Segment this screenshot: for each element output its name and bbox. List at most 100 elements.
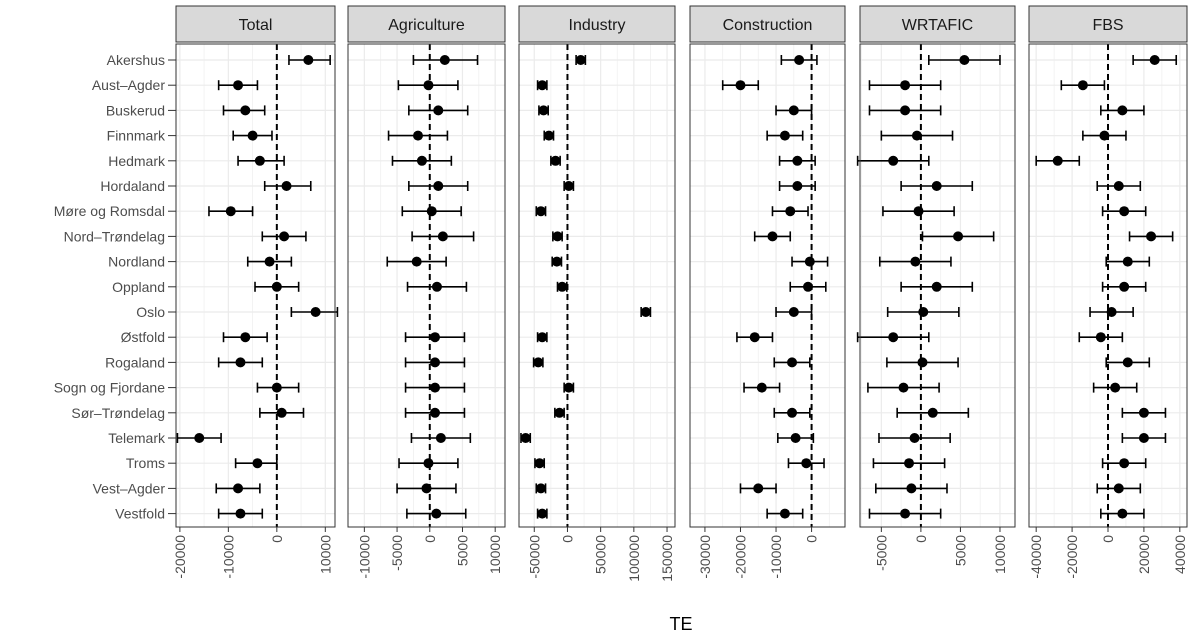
point-construction-hedmark — [792, 155, 803, 166]
x-tick-label-fbs: 20000 — [1136, 535, 1152, 574]
point-fbs-rogaland — [1122, 357, 1133, 368]
point-fbs-hedmark — [1052, 155, 1063, 166]
panel-strip-construction — [689, 5, 846, 43]
point-construction-oslo — [788, 307, 799, 317]
x-tick-label-total: -20000 — [172, 535, 188, 579]
point-fbs-sogn-og-fjordane — [1110, 382, 1121, 393]
x-tick-label-wrtafic: 5000 — [952, 535, 968, 566]
x-tick-label-wrtafic: 10000 — [992, 535, 1008, 574]
point-total-rogaland — [235, 357, 246, 368]
x-tick-label-construction: -10000 — [768, 535, 784, 579]
point-wrtafic-buskerud — [900, 105, 911, 116]
point-total-vestfold — [235, 508, 246, 519]
point-industry-telemark — [520, 433, 531, 443]
point-fbs-buskerud — [1117, 105, 1128, 116]
point-agriculture-hordaland — [433, 181, 444, 191]
point-industry-oppland — [557, 281, 568, 292]
y-tick-label-nordland: Nordland — [108, 254, 165, 270]
point-construction-telemark — [790, 433, 801, 443]
y-tick-label-m-re-og-romsdal: Møre og Romsdal — [54, 203, 165, 219]
y-tick-label-troms: Troms — [126, 455, 165, 471]
y-tick-label-akershus: Akershus — [107, 52, 165, 68]
y-tick-label-hordaland: Hordaland — [100, 178, 165, 194]
panel-border-total — [175, 43, 336, 528]
y-tick-label-telemark: Telemark — [108, 430, 166, 446]
point-fbs-finnmark — [1099, 130, 1110, 141]
region-labels: Akershus Aust–Agder Buskerud Finnmark Hedmar… — [54, 52, 176, 522]
point-industry-aust-agder — [537, 80, 548, 91]
point-construction-troms — [801, 458, 812, 469]
x-tick-label-total: -10000 — [220, 535, 236, 579]
point-agriculture-telemark — [435, 433, 446, 443]
y-tick-label-vest-agder: Vest–Agder — [93, 480, 166, 496]
panel-agriculture: Agriculture -10000 -5000 0 5000 10000 — [347, 5, 506, 579]
x-tick-label-construction: -20000 — [732, 535, 748, 579]
point-wrtafic-nord-tr-ndelag — [953, 231, 964, 242]
point-agriculture-troms — [423, 458, 434, 469]
y-tick-label-oslo: Oslo — [136, 304, 165, 320]
point-industry-vest-agder — [535, 483, 546, 494]
point-construction-buskerud — [788, 105, 799, 116]
point-wrtafic-hedmark — [888, 155, 899, 166]
x-tick-label-industry: 50000 — [593, 535, 609, 574]
point-agriculture-finnmark — [412, 130, 423, 141]
y-tick-label-nord-tr-ndelag: Nord–Trøndelag — [64, 228, 165, 244]
point-total-hordaland — [281, 181, 292, 191]
point-wrtafic-telemark — [909, 433, 920, 443]
point-total-stfold — [240, 332, 251, 343]
point-agriculture-vestfold — [431, 508, 442, 519]
point-fbs-troms — [1119, 458, 1130, 469]
point-wrtafic-vestfold — [900, 508, 911, 519]
panel-title-wrtafic: WRTAFIC — [902, 17, 973, 34]
point-agriculture-sogn-og-fjordane — [430, 382, 441, 393]
point-construction-oppland — [803, 281, 814, 292]
point-agriculture-vest-agder — [421, 483, 432, 494]
x-tick-label-fbs: 40000 — [1172, 535, 1188, 574]
y-tick-label-stfold: Østfold — [121, 329, 165, 345]
x-tick-label-construction: 0 — [804, 535, 820, 543]
panel-construction: Construction -30000 -20000 -10000 0 — [689, 5, 846, 579]
panel-border-wrtafic — [859, 43, 1016, 528]
point-construction-finnmark — [779, 130, 790, 141]
x-tick-label-agriculture: 0 — [422, 535, 438, 543]
point-total-nord-tr-ndelag — [279, 231, 290, 242]
x-tick-label-total: 10000 — [317, 535, 333, 574]
point-fbs-oslo — [1106, 307, 1117, 317]
panel-strip-fbs — [1028, 5, 1188, 43]
x-tick-label-fbs: -20000 — [1064, 535, 1080, 579]
point-construction-nord-tr-ndelag — [767, 231, 778, 242]
point-total-oppland — [271, 281, 282, 292]
point-construction-sogn-og-fjordane — [756, 382, 767, 393]
point-wrtafic-nordland — [910, 256, 921, 267]
panel-border-industry — [518, 43, 676, 528]
point-agriculture-stfold — [430, 332, 441, 343]
point-industry-sogn-og-fjordane — [563, 382, 574, 393]
point-wrtafic-finnmark — [911, 130, 922, 141]
point-total-vest-agder — [233, 483, 244, 494]
point-wrtafic-oslo — [918, 307, 929, 317]
point-fbs-nord-tr-ndelag — [1146, 231, 1157, 242]
x-tick-label-industry: 100000 — [626, 535, 642, 582]
y-tick-label-oppland: Oppland — [112, 279, 165, 295]
y-tick-label-vestfold: Vestfold — [115, 506, 165, 522]
point-wrtafic-m-re-og-romsdal — [913, 206, 924, 217]
facet-panels: Total -20000 -10000 0 10000 Agriculture -10000… — [172, 5, 1188, 582]
point-fbs-vestfold — [1117, 508, 1128, 519]
point-agriculture-rogaland — [430, 357, 441, 368]
panel-border-construction — [689, 43, 846, 528]
point-fbs-m-re-og-romsdal — [1119, 206, 1130, 217]
panel-total: Total -20000 -10000 0 10000 — [172, 5, 339, 579]
point-agriculture-s-r-tr-ndelag — [430, 407, 441, 418]
point-construction-akershus — [794, 55, 805, 65]
x-axis-title: TE — [669, 614, 692, 634]
point-construction-stfold — [749, 332, 760, 343]
point-total-akershus — [303, 55, 314, 65]
point-wrtafic-hordaland — [931, 181, 942, 191]
panel-industry: Industry -50000 0 50000 100000 150000 — [518, 5, 676, 582]
x-tick-label-agriculture: -5000 — [389, 535, 405, 571]
point-fbs-akershus — [1149, 55, 1160, 65]
y-tick-label-sogn-og-fjordane: Sogn og Fjordane — [54, 380, 166, 396]
point-total-hedmark — [254, 155, 265, 166]
point-agriculture-oppland — [431, 281, 442, 292]
point-industry-vestfold — [537, 508, 548, 519]
